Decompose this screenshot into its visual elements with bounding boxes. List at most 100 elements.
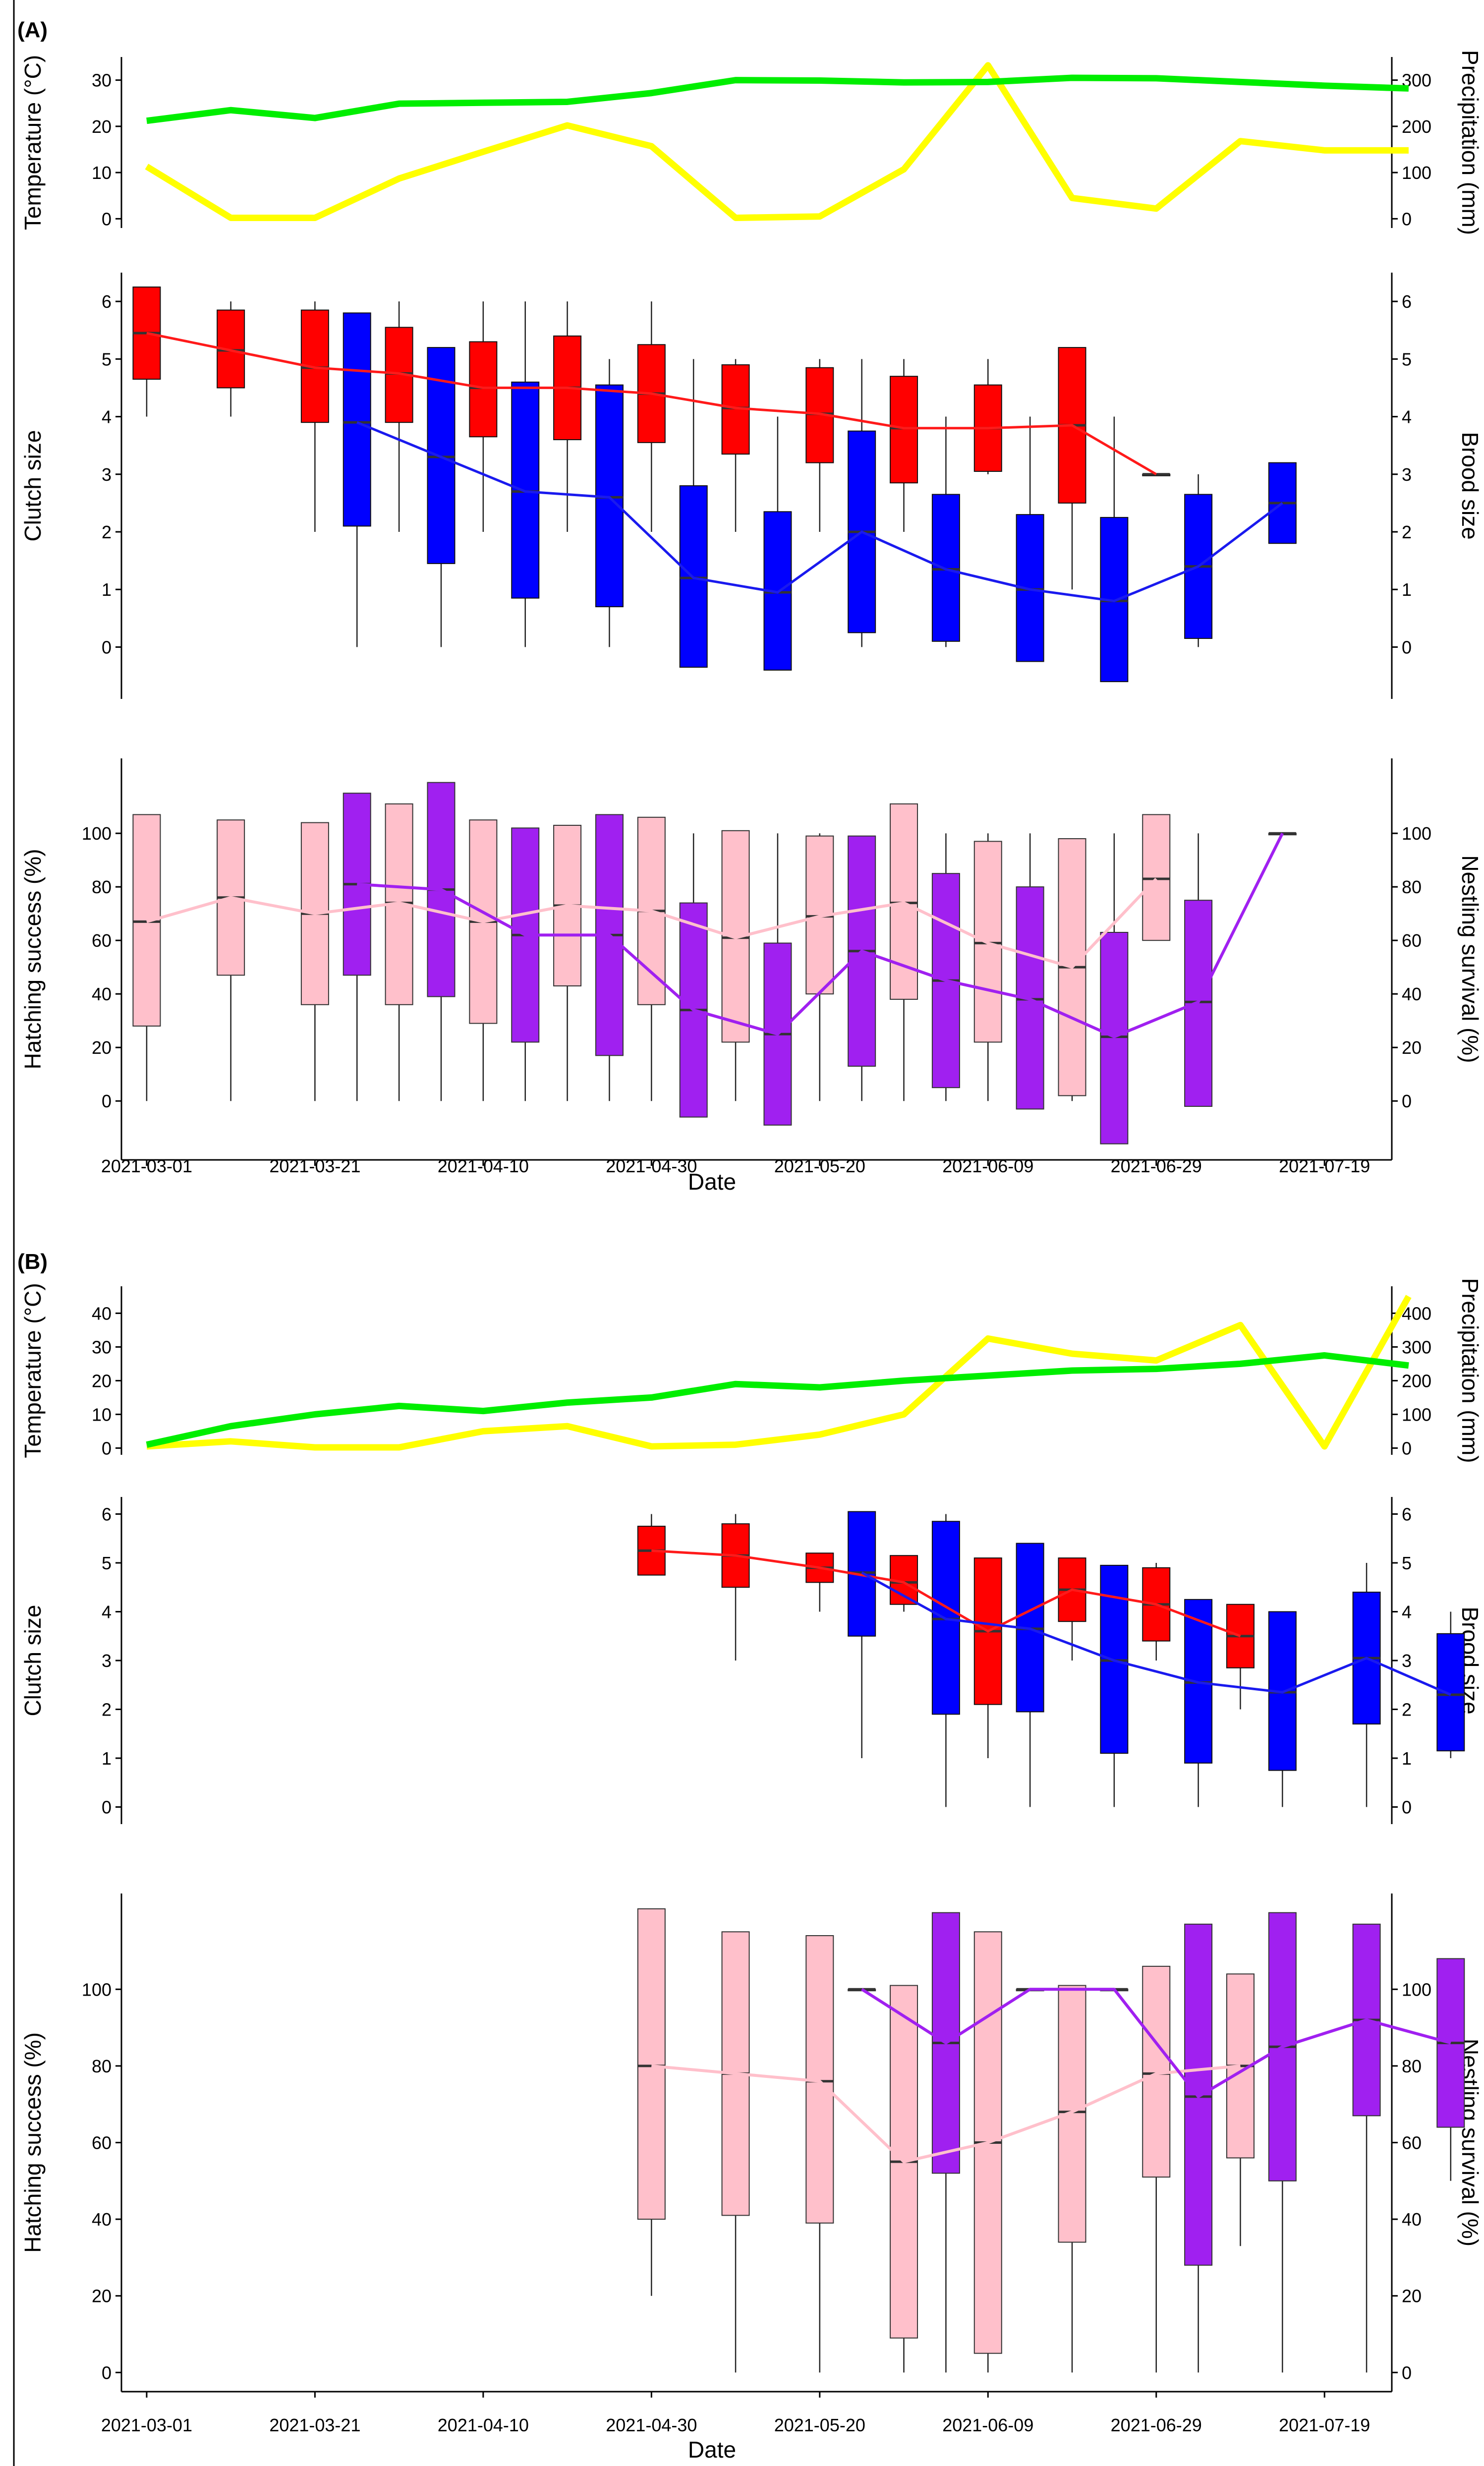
clutch-right-tick-label: 2 — [1402, 1700, 1412, 1720]
weather-left-tick-label: 0 — [102, 1438, 112, 1458]
x-axis-title: Date — [688, 1169, 736, 1195]
hatching-box — [1142, 814, 1171, 941]
weather-right-tick-label: 100 — [1402, 163, 1431, 183]
survival-left-tick-label: 0 — [102, 1091, 112, 1111]
clutch-right-tick-label: 6 — [1402, 291, 1412, 312]
x-tick-label: 2021-07-19 — [1279, 1156, 1370, 1176]
x-tick-label: 2021-06-09 — [942, 1156, 1033, 1176]
clutch-box — [300, 309, 329, 423]
clutch-left-tick-label: 4 — [102, 407, 112, 427]
survival-right-tick-label: 80 — [1402, 2056, 1422, 2076]
survival-right-tick-label: 100 — [1402, 1979, 1431, 2000]
clutch-left-axis-title: Clutch size — [20, 430, 46, 542]
survival-left-axis-title: Hatching success (%) — [20, 2032, 46, 2253]
clutch-box — [469, 341, 498, 438]
nestling-mean-line — [357, 832, 1284, 1038]
survival-left-tick-label: 20 — [92, 2286, 112, 2306]
survival-left-tick-label: 100 — [82, 823, 112, 844]
weather-left-tick-label: 40 — [92, 1303, 112, 1323]
clutch-right-tick-label: 1 — [1402, 1748, 1412, 1769]
x-tick-label: 2021-06-29 — [1111, 1156, 1202, 1176]
x-tick-label: 2021-05-20 — [774, 2415, 865, 2435]
weather-left-tick-label: 20 — [92, 116, 112, 137]
clutch-right-tick-label: 0 — [1402, 1797, 1412, 1818]
clutch-left-tick-label: 5 — [102, 1553, 112, 1573]
x-tick-label: 2021-04-30 — [606, 2415, 697, 2435]
nestling-mean-line — [861, 1988, 1451, 2098]
survival-right-tick-label: 40 — [1402, 2209, 1422, 2230]
survival-left-axis-title: Hatching success (%) — [20, 849, 46, 1070]
hatching-mean-line — [146, 877, 1157, 969]
survival-left-tick-label: 80 — [92, 877, 112, 897]
x-tick-label: 2021-03-01 — [101, 2415, 192, 2435]
x-tick-label: 2021-04-10 — [438, 2415, 529, 2435]
weather-right-axis-title: Precipitation (mm) — [1457, 50, 1483, 235]
survival-left-tick-label: 0 — [102, 2362, 112, 2383]
clutch-left-tick-label: 1 — [102, 579, 112, 600]
x-tick-label: 2021-03-21 — [269, 2415, 360, 2435]
x-axis-title: Date — [688, 2437, 736, 2463]
weather-left-tick-label: 30 — [92, 70, 112, 91]
x-tick-label: 2021-04-10 — [438, 1156, 529, 1176]
survival-left-tick-label: 80 — [92, 2056, 112, 2076]
temperature-line — [146, 74, 1409, 124]
clutch-left-tick-label: 0 — [102, 637, 112, 657]
survival-left-tick-label: 100 — [82, 1979, 112, 2000]
clutch-left-tick-label: 3 — [102, 1651, 112, 1671]
weather-right-tick-label: 300 — [1402, 1337, 1431, 1357]
survival-left-tick-label: 40 — [92, 984, 112, 1004]
survival-right-tick-label: 40 — [1402, 984, 1422, 1004]
weather-left-axis-title: Temperature (°C) — [20, 55, 46, 230]
clutch-left-tick-label: 4 — [102, 1602, 112, 1622]
panel-label-b: (B) — [17, 1250, 48, 1274]
survival-right-tick-label: 80 — [1402, 877, 1422, 897]
weather-right-tick-label: 0 — [1402, 1438, 1412, 1458]
brood-box — [931, 494, 960, 642]
weather-left-tick-label: 30 — [92, 1337, 112, 1357]
hatching-mean-line — [651, 2064, 1241, 2164]
hatching-box — [1058, 1985, 1086, 2243]
x-tick-label: 2021-03-21 — [269, 1156, 360, 1176]
clutch-left-tick-label: 3 — [102, 464, 112, 485]
clutch-left-tick-label: 1 — [102, 1748, 112, 1769]
clutch-mean-line — [651, 1549, 1241, 1638]
panel-label-a: (A) — [17, 18, 48, 42]
weather-right-axis-title: Precipitation (mm) — [1457, 1278, 1483, 1463]
weather-right-tick-label: 100 — [1402, 1404, 1431, 1425]
clutch-right-tick-label: 4 — [1402, 1602, 1412, 1622]
x-tick-label: 2021-04-30 — [606, 1156, 697, 1176]
x-tick-label: 2021-07-19 — [1279, 2415, 1370, 2435]
weather-left-tick-label: 20 — [92, 1371, 112, 1391]
clutch-right-tick-label: 4 — [1402, 407, 1412, 427]
brood-mean-line — [356, 421, 1283, 602]
weather-right-tick-label: 200 — [1402, 116, 1431, 137]
survival-right-tick-label: 20 — [1402, 1037, 1422, 1058]
survival-left-tick-label: 20 — [92, 1037, 112, 1058]
hatching-box — [637, 1908, 666, 2220]
weather-left-tick-label: 10 — [92, 1404, 112, 1425]
x-tick-label: 2021-03-01 — [101, 1156, 192, 1176]
weather-left-axis-title: Temperature (°C) — [20, 1283, 46, 1458]
clutch-left-axis-title: Clutch size — [20, 1605, 46, 1717]
clutch-right-tick-label: 6 — [1402, 1504, 1412, 1524]
clutch-right-tick-label: 2 — [1402, 522, 1412, 542]
clutch-left-tick-label: 6 — [102, 1504, 112, 1524]
clutch-right-tick-label: 3 — [1402, 464, 1412, 485]
clutch-right-axis-title: Brood size — [1457, 432, 1483, 539]
clutch-right-tick-label: 3 — [1402, 1651, 1412, 1671]
brood-box — [342, 312, 371, 527]
clutch-left-tick-label: 2 — [102, 522, 112, 542]
weather-right-tick-label: 200 — [1402, 1371, 1431, 1391]
x-tick-label: 2021-06-09 — [942, 2415, 1033, 2435]
clutch-right-tick-label: 0 — [1402, 637, 1412, 657]
weather-left-tick-label: 10 — [92, 163, 112, 183]
survival-left-tick-label: 60 — [92, 2133, 112, 2153]
clutch-left-tick-label: 2 — [102, 1700, 112, 1720]
survival-right-tick-label: 100 — [1402, 823, 1431, 844]
clutch-box — [890, 376, 918, 484]
precipitation-line — [145, 62, 1409, 221]
survival-left-tick-label: 40 — [92, 2209, 112, 2230]
survival-right-tick-label: 0 — [1402, 2362, 1412, 2383]
